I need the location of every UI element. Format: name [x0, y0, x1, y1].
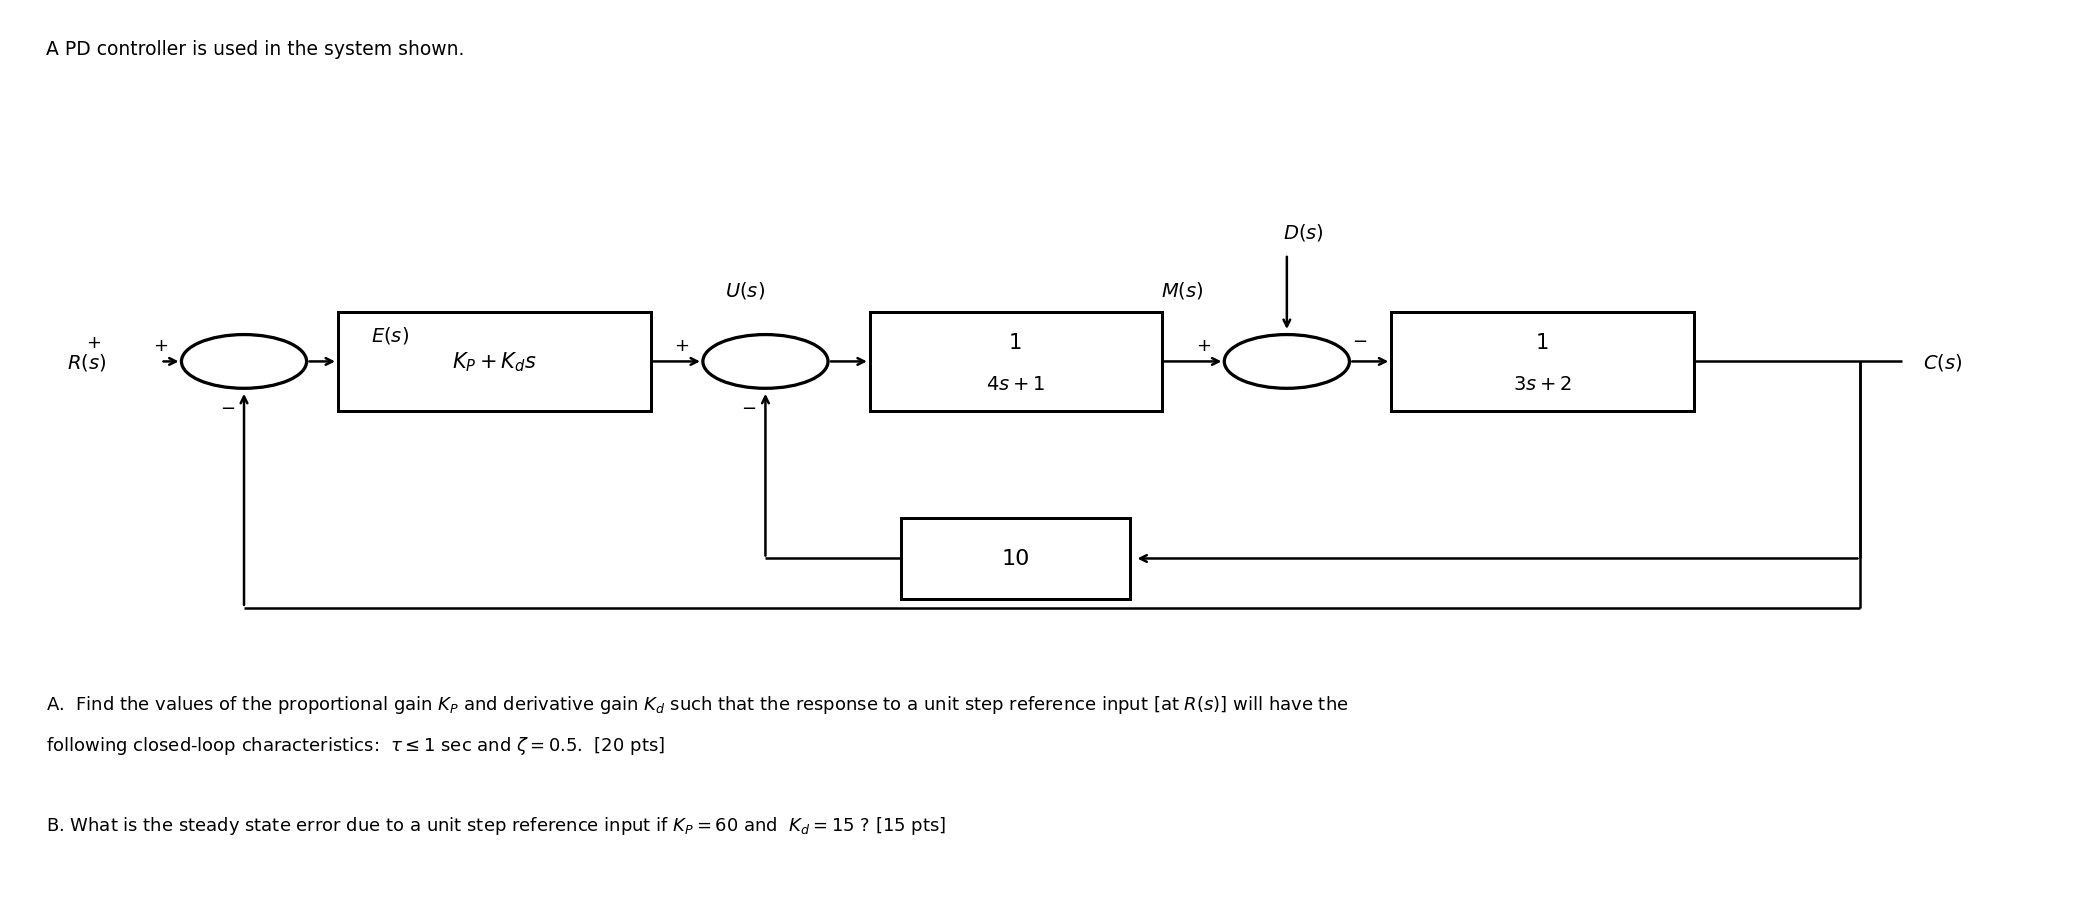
Bar — [1390, 312, 1694, 411]
Bar — [337, 312, 651, 411]
Text: $K_P + K_d s$: $K_P + K_d s$ — [452, 350, 536, 374]
Text: $C(s)$: $C(s)$ — [1922, 351, 1962, 373]
Circle shape — [1225, 335, 1349, 389]
Text: A.  Find the values of the proportional gain $K_P$ and derivative gain $K_d$ suc: A. Find the values of the proportional g… — [46, 694, 1349, 756]
Circle shape — [182, 335, 306, 389]
Text: $4s + 1$: $4s + 1$ — [986, 375, 1045, 394]
Bar — [900, 518, 1131, 599]
Text: $R(s)$: $R(s)$ — [67, 351, 107, 373]
Circle shape — [704, 335, 827, 389]
Text: $E(s)$: $E(s)$ — [371, 325, 408, 346]
Text: $3s + 2$: $3s + 2$ — [1512, 375, 1573, 394]
Text: $-$: $-$ — [741, 398, 756, 415]
Text: $-$: $-$ — [220, 398, 235, 415]
Text: 1: 1 — [1535, 332, 1550, 352]
Text: +: + — [86, 333, 101, 351]
Text: 1: 1 — [1009, 332, 1022, 352]
Text: $D(s)$: $D(s)$ — [1284, 222, 1323, 243]
Text: $-$: $-$ — [1353, 330, 1367, 349]
Text: +: + — [674, 337, 689, 355]
Text: 10: 10 — [1001, 549, 1030, 569]
Text: +: + — [153, 337, 168, 355]
Text: A PD controller is used in the system shown.: A PD controller is used in the system sh… — [46, 40, 465, 59]
Text: B. What is the steady state error due to a unit step reference input if $K_P = 6: B. What is the steady state error due to… — [46, 814, 946, 836]
Text: $U(s)$: $U(s)$ — [725, 280, 764, 301]
Text: $M(s)$: $M(s)$ — [1162, 280, 1204, 301]
Text: +: + — [1196, 337, 1210, 355]
Bar — [869, 312, 1162, 411]
